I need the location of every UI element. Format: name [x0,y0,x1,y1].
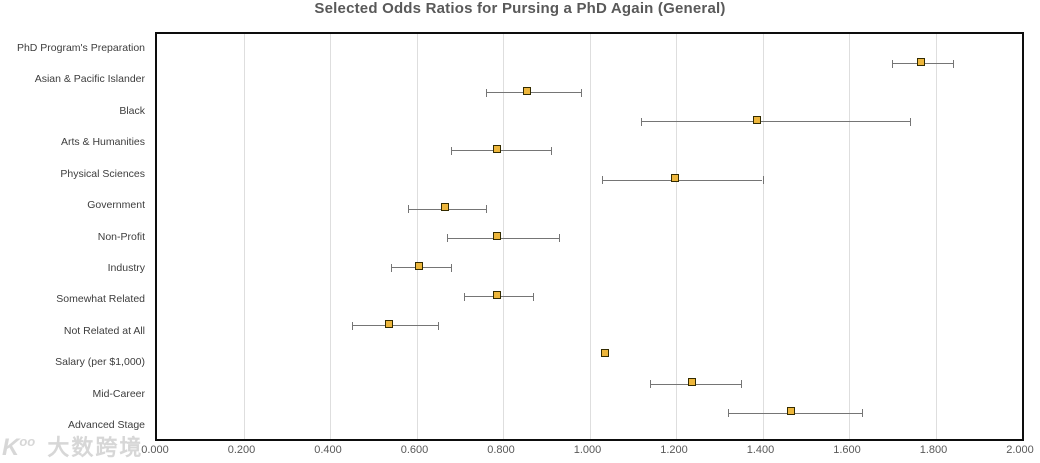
category-label: Mid-Career [92,387,145,400]
error-bar-cap [451,263,453,272]
category-label: Black [119,104,145,117]
category-label: Arts & Humanities [60,136,145,149]
x-axis-tick-label: 0.200 [227,444,256,456]
error-bar-cap [580,88,582,97]
x-axis-tick-label: 1.000 [573,444,602,456]
x-axis-tick-label: 1.200 [660,444,688,456]
y-axis-category-labels: PhD Program's Preparation Asian & Pacific… [0,32,145,441]
error-bar-cap [464,292,466,301]
category-label: Somewhat Related [56,293,145,306]
error-bar-cap [533,292,535,301]
category-label: Asian & Pacific Islander [34,73,145,86]
category-label: Physical Sciences [60,167,145,180]
error-bar-cap [407,205,409,214]
category-label: Non-Profit [97,230,145,243]
watermark: Koo 大数跨境 [2,430,143,462]
watermark-text: 大数跨境 [47,435,144,460]
chart-title: Selected Odds Ratios for Pursing a PhD A… [314,0,726,17]
x-axis-tick-label: 0.800 [487,444,515,456]
category-label: Salary (per $1,000) [55,356,145,369]
gridline [243,34,245,439]
error-bar [485,92,581,94]
data-point-marker [415,261,424,270]
data-point-marker [441,203,450,212]
error-bar [641,121,910,123]
error-bar-cap [762,176,764,185]
error-bar-cap [390,263,392,272]
error-bar-cap [727,409,729,418]
error-bar-cap [438,321,440,330]
error-bar-cap [559,234,561,243]
watermark-logo-icon: Koo [2,434,36,461]
data-point-marker [385,319,394,328]
gridline [503,34,504,439]
error-bar-cap [602,176,604,185]
gridline [589,34,591,439]
error-bar-cap [892,59,894,68]
data-point-marker [670,174,679,183]
x-axis-tick-label: 2.000 [1006,444,1034,456]
error-bar-cap [351,321,353,330]
gridline [849,34,850,439]
x-axis-tick-label: 0.400 [314,444,342,456]
error-bar-cap [446,234,448,243]
category-label: Industry [107,261,145,274]
data-point-marker [687,378,696,387]
data-point-marker [493,290,502,299]
plot-area [155,32,1024,441]
category-label: PhD Program's Preparation [16,41,145,54]
error-bar-cap [641,117,643,126]
data-point-marker [787,407,796,416]
data-point-marker [493,232,502,241]
gridline [935,34,937,439]
data-point-marker [601,349,610,357]
error-bar-cap [861,409,863,418]
error-bar [351,325,439,327]
error-bar-cap [909,117,911,126]
data-point-marker [493,144,502,153]
category-label: Not Related at All [63,324,145,337]
gridline [762,34,764,439]
gridline [676,34,677,439]
x-axis: 0.000 0.200 0.400 0.600 0.800 1.000 1.200 1.400… [0,444,1040,460]
error-bar-cap [485,205,487,214]
error-bar-cap [550,146,552,155]
error-bar-cap [740,380,742,389]
error-bar-cap [451,146,453,155]
category-label: Advanced Stage [67,419,145,432]
error-bar-cap [485,88,487,97]
x-axis-tick-label: 0.600 [400,444,429,456]
error-bar-cap [650,380,652,389]
gridline [416,34,418,439]
x-axis-tick-label: 1.600 [833,444,861,456]
error-bar-cap [952,59,954,68]
category-label: Government [87,199,145,212]
x-axis-tick-label: 0.000 [141,444,169,456]
data-point-marker [752,115,761,124]
x-axis-tick-label: 1.800 [919,444,948,456]
error-bar [446,237,560,239]
gridline [330,34,331,439]
x-axis-tick-label: 1.400 [746,444,775,456]
data-point-marker [523,86,532,95]
error-bar [602,179,763,181]
data-point-marker [917,57,926,66]
